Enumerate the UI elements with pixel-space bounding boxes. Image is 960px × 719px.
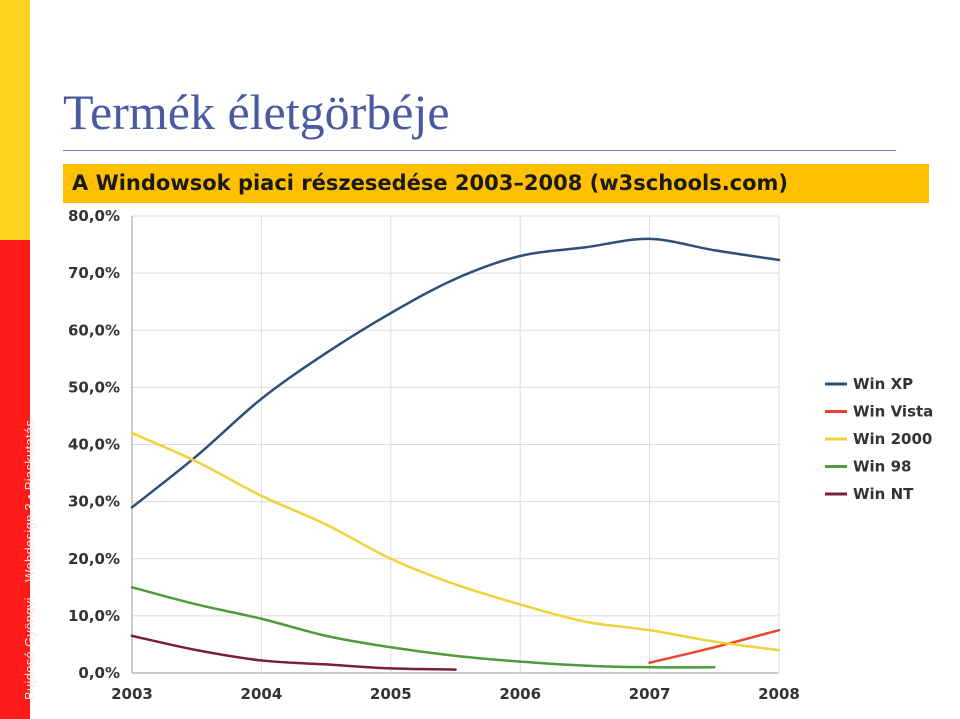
y-tick-label: 80,0% [68,207,120,225]
data-point-win-nt [324,663,328,666]
y-tick-label: 50,0% [68,378,120,396]
y-tick-label: 60,0% [68,321,120,339]
data-point-win-98 [519,660,522,663]
data-point-win-2000 [324,523,328,526]
data-point-win-2000 [130,431,134,435]
y-tick-label: 70,0% [68,264,120,282]
data-point-win-98 [583,664,587,667]
data-point-win-98 [454,654,457,658]
data-point-win-2000 [713,640,716,643]
data-point-win-2000 [519,603,522,606]
data-point-win-nt [260,659,263,662]
data-point-win-98 [648,666,651,669]
series-lines [130,237,781,671]
legend-label-win-2000: Win 2000 [853,430,932,448]
y-tick-label: 20,0% [68,550,120,568]
data-point-win-98 [130,586,134,589]
data-point-win-98 [713,666,716,669]
x-tick-label: 2006 [499,685,541,703]
x-tick-label: 2004 [241,685,283,703]
series-line-win-nt [130,634,457,671]
x-tick-label: 2003 [111,685,153,703]
y-axis-tick-labels: 0,0% 10,0% 20,0% 30,0% 40,0% 50,0% 60,0% 70,0% 8… [68,207,120,682]
data-point-win-2000 [260,494,263,498]
data-point-win-xp [195,454,198,458]
series-line-win-98 [130,586,716,669]
data-point-win-2000 [454,583,457,586]
data-point-win-nt [389,667,392,670]
legend-label-win-98: Win 98 [853,458,911,476]
data-point-win-98 [324,634,328,638]
series-line-win-2000 [130,431,781,652]
x-tick-label: 2007 [629,685,671,703]
sidebar-accent-yellow [0,0,30,240]
data-point-win-xp [583,246,587,249]
legend-label-win-vista: Win Vista [853,403,933,421]
data-point-win-2000 [777,648,781,652]
legend-label-win-xp: Win XP [853,375,913,393]
sidebar-footer-text: Bujdosó Gyöngyi – Webdesign 3 • Piackuta… [22,419,37,700]
data-point-win-xp [130,506,134,509]
data-point-win-xp [454,277,457,281]
data-point-win-nt [195,648,198,652]
market-share-line-chart: 0,0% 10,0% 20,0% 30,0% 40,0% 50,0% 60,0% 70,0% 8… [68,207,933,703]
y-tick-label: 10,0% [68,607,120,625]
slide-subtitle: A Windowsok piaci részesedése 2003–2008 … [72,171,789,195]
x-tick-label: 2005 [370,685,412,703]
data-point-win-xp [260,397,263,400]
data-point-win-nt [454,668,457,671]
x-axis-tick-labels: 2003 2004 2005 2006 2007 2008 [111,685,800,703]
x-tick-label: 2008 [758,685,800,703]
data-point-win-xp [777,258,781,262]
data-point-win-2000 [648,628,651,632]
data-point-win-xp [324,351,328,355]
data-point-win-vista [648,661,651,664]
title-underline [63,150,896,151]
data-point-win-xp [713,249,716,252]
data-point-win-2000 [195,460,198,463]
data-point-win-2000 [389,557,392,560]
y-tick-label: 40,0% [68,436,120,454]
data-point-win-98 [260,617,263,620]
data-point-win-nt [130,634,134,638]
slide-title: Termék életgörbéje [63,84,450,140]
y-tick-label: 30,0% [68,493,120,511]
data-point-win-98 [389,646,392,649]
sidebar-accent-red [0,240,30,719]
data-point-win-xp [648,237,651,241]
data-point-win-98 [195,603,198,606]
data-point-win-vista [777,628,781,632]
legend-label-win-nt: Win NT [853,485,914,503]
grid-lines [131,215,780,674]
legend: Win XP Win Vista Win 2000 Win 98 Win NT [825,375,933,503]
subtitle-highlight-bar [63,164,929,203]
data-point-win-2000 [583,620,587,623]
y-tick-label: 0,0% [78,664,120,682]
data-point-win-xp [519,254,522,258]
data-point-win-xp [389,311,392,315]
data-point-win-vista [713,646,716,649]
